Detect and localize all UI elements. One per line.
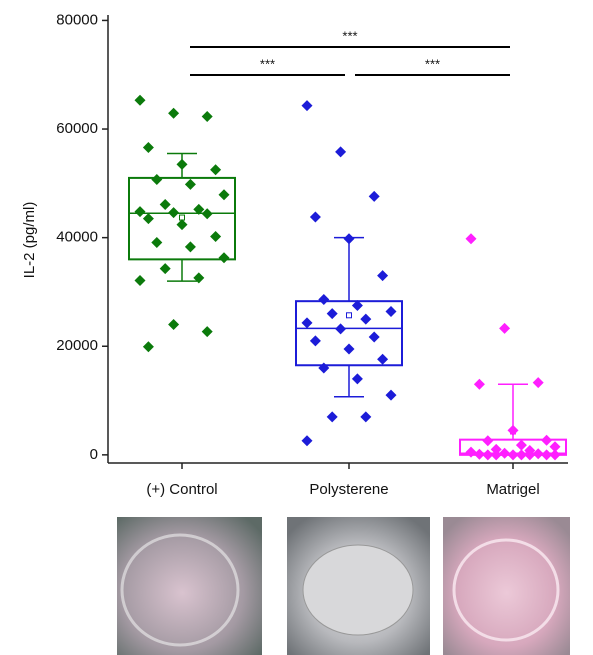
point	[168, 207, 180, 219]
box	[295, 300, 403, 367]
point	[541, 449, 553, 461]
y-tick-label: 40000	[56, 229, 98, 246]
y-tick-label: 20000	[56, 337, 98, 354]
point	[507, 424, 519, 436]
point	[385, 305, 397, 317]
point	[151, 174, 163, 186]
point	[210, 231, 222, 243]
point	[549, 449, 561, 461]
point	[482, 449, 494, 461]
point	[309, 211, 321, 223]
point	[335, 323, 347, 335]
point	[193, 272, 205, 284]
point	[318, 362, 330, 374]
significance-label: ***	[425, 56, 440, 71]
point	[465, 233, 477, 245]
point	[301, 435, 313, 447]
point	[301, 100, 313, 112]
point	[360, 411, 372, 423]
point	[507, 449, 519, 461]
y-tick-label: 0	[90, 446, 98, 463]
point	[201, 111, 213, 123]
point	[490, 449, 502, 461]
point	[482, 435, 494, 447]
point	[184, 178, 196, 190]
box	[128, 176, 236, 261]
point	[368, 331, 380, 343]
point	[159, 263, 171, 275]
point	[201, 326, 213, 338]
photo-detail	[452, 538, 560, 642]
x-tick-label: (+) Control	[146, 481, 217, 498]
photo-detail	[120, 533, 240, 647]
point	[142, 141, 154, 153]
point	[532, 448, 544, 460]
point	[151, 237, 163, 249]
point	[218, 252, 230, 264]
point	[176, 158, 188, 170]
point	[193, 203, 205, 215]
point	[385, 389, 397, 401]
point	[532, 377, 544, 389]
point	[499, 322, 511, 334]
photo	[117, 517, 262, 655]
point	[210, 164, 222, 176]
point	[368, 190, 380, 202]
point	[142, 213, 154, 225]
y-axis-label: IL-2 (pg/ml)	[21, 202, 38, 279]
point	[465, 446, 477, 458]
point	[326, 308, 338, 320]
point	[134, 94, 146, 106]
point	[351, 300, 363, 312]
point	[218, 189, 230, 201]
point	[142, 341, 154, 353]
x-tick-label: Polysterene	[309, 481, 388, 498]
point	[473, 378, 485, 390]
point	[473, 448, 485, 460]
point	[309, 335, 321, 347]
point	[377, 270, 389, 282]
y-tick-label: 80000	[56, 11, 98, 28]
y-tick-label: 60000	[56, 120, 98, 137]
point	[549, 441, 561, 453]
point	[343, 343, 355, 355]
point	[201, 208, 213, 220]
significance-label: ***	[342, 28, 357, 43]
point	[318, 294, 330, 306]
point	[499, 447, 511, 459]
point	[343, 233, 355, 245]
point	[176, 219, 188, 231]
point	[541, 434, 553, 446]
photo	[443, 517, 570, 655]
point	[159, 199, 171, 211]
photo-detail	[302, 544, 414, 636]
point	[360, 313, 372, 325]
point	[301, 317, 313, 329]
point	[515, 449, 527, 461]
point	[168, 107, 180, 119]
point	[524, 449, 536, 461]
point	[351, 373, 363, 385]
point	[134, 275, 146, 287]
point	[184, 241, 196, 253]
point	[134, 206, 146, 218]
point	[377, 353, 389, 365]
point	[515, 439, 527, 451]
significance-label: ***	[260, 56, 275, 71]
point	[335, 146, 347, 158]
point	[168, 319, 180, 331]
x-tick-label: Matrigel	[486, 481, 539, 498]
mean	[346, 312, 352, 319]
point	[326, 411, 338, 423]
